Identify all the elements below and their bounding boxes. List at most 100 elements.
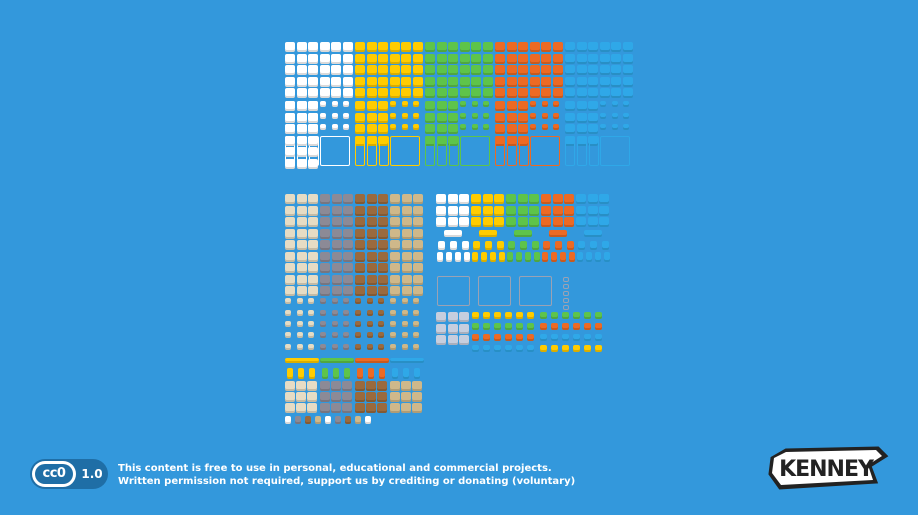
sprite-tile (355, 76, 365, 87)
sprite-tile (471, 42, 481, 52)
sprite-icon (366, 332, 373, 338)
sprite-panel-outline (367, 136, 377, 166)
sprite-tile (285, 403, 295, 413)
sprite-icon (413, 321, 419, 327)
sprite-tile (389, 88, 400, 98)
sprite-tile (390, 194, 400, 204)
sprite-tile (378, 76, 388, 87)
sprite-tile (319, 88, 330, 98)
arrow-icon (540, 334, 547, 341)
sprite-tile (518, 42, 528, 52)
sprite-tile (285, 42, 295, 52)
sprite-tile (319, 76, 330, 87)
sprite-tile (588, 124, 598, 134)
sprite-tile (506, 217, 516, 227)
sprite-gem (392, 368, 398, 379)
sprite-tile (296, 251, 307, 262)
sprite-tile (285, 158, 295, 169)
sprite-tile (401, 65, 411, 75)
sprite-tile (285, 112, 295, 123)
sprite-tile (599, 217, 609, 227)
sprite-tile (331, 381, 341, 391)
arrow-icon (540, 323, 547, 330)
sprite-gem (298, 368, 304, 379)
sprite-tile (355, 194, 365, 204)
sprite-tile (296, 158, 307, 169)
sprite-tile (308, 101, 318, 111)
sprite-tile (413, 217, 423, 227)
sprite-panel-outline (478, 276, 511, 306)
sprite-tile (355, 392, 365, 402)
sprite-tile (401, 42, 411, 52)
sprite-icon (320, 343, 326, 350)
sprite-tile (588, 88, 598, 98)
sprite-tile (389, 53, 400, 64)
sprite-tile (506, 194, 516, 204)
arrow-icon (562, 334, 569, 341)
sprite-icon (366, 298, 373, 304)
sprite-tile (459, 76, 470, 87)
arrow-icon (494, 323, 501, 330)
sprite-tile (506, 76, 517, 87)
sprite-icon (320, 112, 326, 119)
sprite-tile (448, 42, 458, 52)
sprite-icon (600, 124, 606, 130)
sprite-tile (564, 194, 574, 204)
arrow-icon (584, 334, 591, 341)
sprite-tile (436, 205, 446, 216)
sprite-icon (331, 343, 338, 350)
sprite-tile (378, 194, 388, 204)
sprite-gem (532, 241, 539, 250)
sprite-tile (378, 124, 388, 134)
sprite-tile (425, 42, 435, 52)
sprite-gem (333, 368, 339, 379)
sprite-small (595, 252, 601, 262)
sprite-tile (366, 101, 377, 111)
sprite-panel-outline (577, 136, 587, 166)
sprite-tile (412, 76, 423, 87)
sprite-tile (482, 217, 493, 227)
sprite-tile (401, 76, 411, 87)
sprite-tile (285, 263, 295, 273)
sprite-tile (448, 135, 458, 146)
sprite-tile (342, 403, 352, 413)
sprite-tile (506, 101, 517, 111)
sprite-icon (296, 298, 303, 304)
sprite-tile (285, 240, 295, 250)
sprite-tile (447, 205, 458, 216)
sprite-tile (611, 53, 621, 64)
sprite-gem (357, 368, 363, 379)
sprite-icon (308, 343, 314, 350)
sprite-tile (342, 392, 352, 402)
sprite-tile (587, 194, 598, 204)
sprite-tile (565, 101, 575, 111)
sprite-tile (412, 392, 422, 402)
sprite-icon (413, 298, 419, 304)
sprite-tile (436, 65, 447, 75)
sprite-tile (320, 381, 330, 391)
cursor-icon (335, 416, 341, 424)
sprite-tile (401, 263, 412, 273)
sprite-tile (331, 76, 341, 87)
sprite-icon (320, 101, 326, 107)
sprite-small (525, 252, 531, 262)
sprite-tile (355, 65, 365, 75)
sprite-tile (285, 274, 295, 285)
arrow-icon (584, 312, 591, 319)
sprite-icon (343, 101, 349, 107)
sprite-tile (308, 217, 318, 227)
sprite-gem (322, 368, 328, 379)
sprite-tile (366, 42, 377, 52)
sprite-small (464, 252, 470, 262)
sprite-tile (331, 65, 341, 75)
sprite-tile (576, 42, 587, 52)
sprite-tile (285, 135, 295, 146)
arrow-icon (505, 312, 512, 319)
sprite-small (563, 277, 569, 282)
sprite-tile (355, 112, 365, 123)
sprite-tile (518, 76, 528, 87)
sprite-gem (403, 368, 409, 379)
sprite-icon (331, 332, 338, 338)
license-notice: This content is free to use in personal,… (118, 462, 575, 488)
sprite-tile (296, 240, 307, 250)
